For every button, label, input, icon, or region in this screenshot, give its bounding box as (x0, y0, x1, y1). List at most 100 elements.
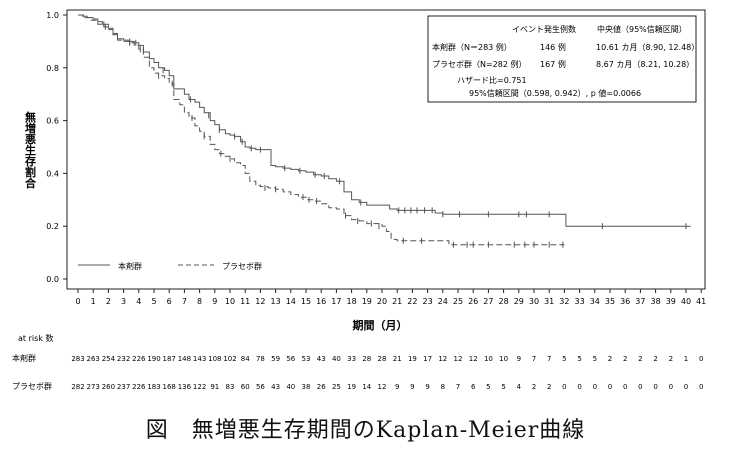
at-risk-value: 1 (684, 355, 688, 363)
at-risk-value: 0 (653, 383, 657, 391)
at-risk-value: 9 (395, 383, 399, 391)
x-tick-label: 22 (407, 297, 417, 306)
x-tick-label: 25 (453, 297, 463, 306)
at-risk-value: 232 (117, 355, 130, 363)
at-risk-value: 0 (638, 383, 642, 391)
at-risk-value: 28 (362, 355, 371, 363)
x-tick-label: 23 (423, 297, 433, 306)
figure-caption: 図 無増悪生存期間のKaplan-Meier曲線 (145, 418, 586, 443)
at-risk-value: 263 (87, 355, 100, 363)
at-risk-value: 273 (87, 383, 100, 391)
at-risk-value: 108 (208, 355, 221, 363)
x-tick-label: 12 (255, 297, 265, 306)
at-risk-value: 2 (653, 355, 657, 363)
x-tick-label: 1 (91, 297, 96, 306)
at-risk-value: 84 (241, 355, 250, 363)
x-tick-label: 30 (529, 297, 539, 306)
x-tick-label: 32 (559, 297, 569, 306)
at-risk-row-label: プラセボ群 (12, 381, 52, 391)
stats-row-label: 本剤群（N＝283 例） (432, 42, 512, 52)
at-risk-value: 10 (484, 355, 493, 363)
at-risk-value: 78 (256, 355, 265, 363)
at-risk-value: 148 (178, 355, 191, 363)
x-tick-label: 13 (271, 297, 281, 306)
at-risk-value: 5 (486, 383, 490, 391)
stats-row-events: 167 例 (540, 59, 566, 69)
at-risk-value: 9 (517, 355, 521, 363)
at-risk-value: 43 (317, 355, 326, 363)
at-risk-value: 5 (593, 355, 597, 363)
x-axis: 0 1 2 3 4 5 6 7 8 9 10 11 12 13 14 15 16 17 18 19 20 21 22 23 24… (75, 289, 706, 306)
at-risk-value: 38 (302, 383, 311, 391)
at-risk-value: 12 (378, 383, 387, 391)
at-risk-value: 12 (438, 355, 447, 363)
x-tick-label: 27 (483, 297, 493, 306)
legend: 本剤群 プラセボ群 (78, 261, 262, 271)
at-risk-value: 0 (593, 383, 597, 391)
stats-row-events: 146 例 (540, 42, 566, 52)
at-risk-value: 190 (147, 355, 160, 363)
at-risk-value: 4 (517, 383, 522, 391)
at-risk-value: 0 (608, 383, 612, 391)
at-risk-value: 53 (302, 355, 311, 363)
at-risk-value: 187 (163, 355, 176, 363)
at-risk-value: 136 (178, 383, 192, 391)
at-risk-value: 19 (347, 383, 356, 391)
at-risk-value: 7 (532, 355, 536, 363)
y-tick-label: 0.0 (46, 275, 59, 284)
x-tick-label: 17 (331, 297, 341, 306)
at-risk-value: 12 (454, 355, 463, 363)
at-risk-value: 226 (132, 383, 146, 391)
y-tick-label: 1.0 (46, 11, 59, 20)
at-risk-value: 14 (362, 383, 371, 391)
at-risk-value: 6 (471, 383, 476, 391)
at-risk-value: 21 (393, 355, 402, 363)
x-tick-label: 16 (316, 297, 326, 306)
x-tick-label: 15 (301, 297, 311, 306)
x-tick-label: 36 (620, 297, 630, 306)
at-risk-value: 43 (271, 383, 280, 391)
x-tick-label: 0 (75, 297, 80, 306)
at-risk-value: 2 (638, 355, 642, 363)
stats-box: イベント発生例数 中央値（95%信頼区間） 本剤群（N＝283 例） 146 例… (427, 15, 699, 103)
stats-header-events: イベント発生例数 (512, 24, 576, 34)
at-risk-value: 122 (193, 383, 206, 391)
at-risk-value: 254 (102, 355, 116, 363)
x-tick-label: 20 (377, 297, 387, 306)
at-risk-value: 0 (562, 383, 566, 391)
at-risk-value: 40 (332, 355, 341, 363)
x-tick-label: 10 (225, 297, 235, 306)
at-risk-value: 5 (562, 355, 566, 363)
at-risk-value: 2 (669, 355, 673, 363)
at-risk-value: 9 (425, 383, 429, 391)
at-risk-value: 28 (378, 355, 387, 363)
at-risk-value: 5 (501, 383, 505, 391)
stats-row-median: 8.67 カ月（8.21, 10.28） (596, 60, 694, 69)
x-tick-label: 38 (651, 297, 661, 306)
stats-hazard-ratio: ハザード比=0.751 (457, 75, 527, 85)
at-risk-value: 0 (699, 355, 703, 363)
x-tick-label: 18 (347, 297, 357, 306)
at-risk-value: 9 (410, 383, 414, 391)
at-risk-value: 17 (423, 355, 432, 363)
x-axis-label: 期間（月） (353, 318, 408, 332)
x-tick-label: 24 (438, 297, 448, 306)
at-risk-value: 237 (117, 383, 130, 391)
x-tick-label: 8 (197, 297, 202, 306)
at-risk-value: 7 (456, 383, 460, 391)
at-risk-value: 59 (271, 355, 280, 363)
at-risk-value: 2 (608, 355, 612, 363)
stats-row-median: 10.61 カ月（8.90, 12.48） (596, 43, 699, 52)
at-risk-value: 60 (241, 383, 250, 391)
at-risk-value: 0 (623, 383, 627, 391)
at-risk-value: 0 (699, 383, 703, 391)
at-risk-value: 91 (210, 383, 219, 391)
at-risk-value: 19 (408, 355, 417, 363)
x-tick-label: 2 (106, 297, 111, 306)
y-tick-label: 0.6 (46, 117, 59, 126)
x-tick-label: 4 (136, 297, 141, 306)
x-tick-label: 37 (635, 297, 645, 306)
legend-label: プラセボ群 (222, 261, 262, 271)
x-tick-label: 28 (499, 297, 509, 306)
